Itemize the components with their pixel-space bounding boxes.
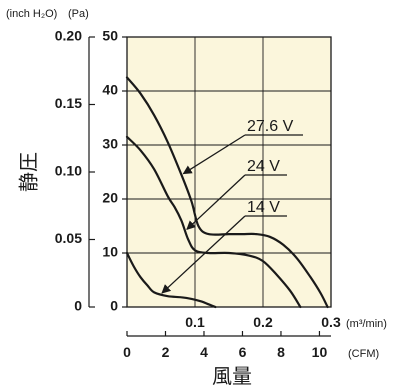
cfm-tick-label: 6 [239,344,247,360]
pa-tick-label: 40 [102,82,118,98]
curve-leader-arrow [161,215,246,294]
pa-tick-label: 0 [110,298,118,314]
x-axis-title: 風量 [212,366,252,388]
pa-tick-label: 50 [102,28,118,44]
inch-tick-label: 0.10 [55,163,82,179]
y-axis-title: 静圧 [17,152,40,192]
curve-24-V [125,135,302,309]
curve-14-V [125,251,217,309]
curve-27-6-V [125,76,329,309]
pa-tick-label: 20 [102,190,118,206]
x-unit-label: (m³/min) [346,318,387,330]
plot-frame [126,36,332,308]
m3-tick-label: 0.3 [321,314,341,330]
cfm-tick-label: 0 [123,344,131,360]
plot-area [127,37,331,307]
pa-tick-label: 10 [102,244,118,260]
pa-axis: 0 10 20 30 40 50 [102,28,127,314]
m3-tick-label: 0.1 [185,314,205,330]
inch-tick-label: 0 [74,298,82,314]
y-unit-label: (Pa) [68,8,89,20]
cfm-axis: 0 2 4 6 8 10 [123,331,327,360]
m3min-axis: 0.1 0.2 0.3 [185,314,341,330]
cfm-tick-label: 10 [312,344,328,360]
inch-tick-label: 0.15 [55,95,82,111]
curve-label: 14 V [247,199,280,216]
curve-label: 24 V [247,158,280,175]
inch-tick-label: 0.20 [55,28,82,44]
curve-callouts: 27.6 V 24 V 14 V [161,118,303,294]
pa-tick-label: 30 [102,136,118,152]
inch-h2o-axis: 0 0.05 0.10 0.15 0.20 [55,28,95,314]
performance-curves [125,76,329,309]
cfm-tick-label: 4 [200,344,208,360]
inch-tick-label: 0.05 [55,230,82,246]
curve-label: 27.6 V [247,118,294,135]
m3-tick-label: 0.2 [253,314,273,330]
cfm-tick-label: 2 [162,344,170,360]
curve-leader-arrow [186,174,246,230]
cfm-tick-label: 8 [277,344,285,360]
curve-leader-arrow [182,134,246,175]
y2-unit-label: (inch H₂O) [6,8,57,20]
x2-unit-label: (CFM) [348,348,379,360]
